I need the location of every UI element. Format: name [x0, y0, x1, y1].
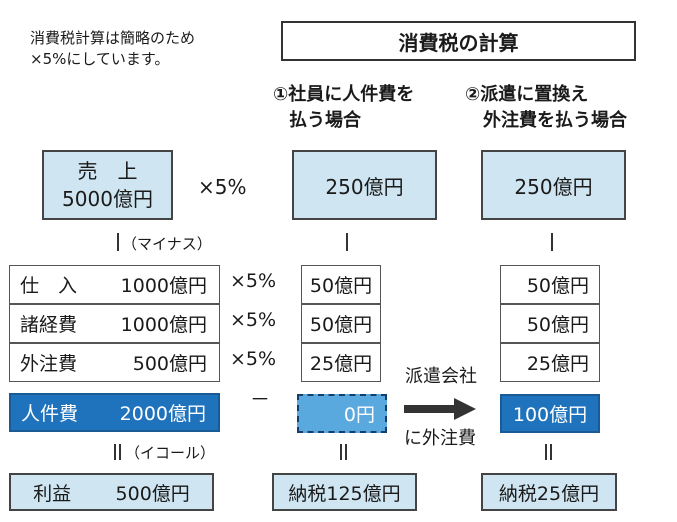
purchase-multiplier: ×5%: [230, 270, 277, 292]
case1-row-2: 50億円: [301, 304, 381, 343]
purchase-value: 1000億円: [120, 275, 207, 297]
profit-box: 利益 500億円: [9, 473, 214, 511]
outsourcing-value: 500億円: [132, 353, 207, 375]
note-line-2: ×5%にしています。: [30, 50, 170, 68]
case1-personnel-box: 0円: [297, 394, 387, 433]
equal-label: （イコール）: [125, 444, 216, 462]
expenses-value: 1000億円: [120, 314, 207, 336]
case1-personnel-value: 0円: [343, 404, 375, 426]
case2-row-2-value: 50億円: [526, 314, 589, 336]
case2-personnel-value: 100億円: [512, 404, 588, 426]
case1-row-1-value: 50億円: [309, 275, 373, 297]
case2-row-3-value: 25億円: [526, 353, 589, 375]
expenses-label: 諸経費: [20, 314, 78, 336]
expenses-multiplier: ×5%: [230, 309, 277, 331]
case2-row-1-value: 50億円: [526, 275, 589, 297]
expenses-row: 諸経費 1000億円: [9, 304, 220, 343]
case2-equal-connector: [545, 444, 552, 460]
case2-personnel-box: 100億円: [500, 394, 600, 433]
case2-tax-box: 250億円: [481, 150, 626, 220]
purchase-row: 仕 入 1000億円: [9, 265, 220, 304]
sales-box: 売 上 5000億円: [42, 150, 173, 220]
sales-label: 売 上: [77, 159, 138, 183]
case2-result-box: 納税25億円: [481, 473, 617, 511]
personnel-value: 2000億円: [119, 403, 206, 425]
outsourcing-row: 外注費 500億円: [9, 343, 220, 382]
case2-header-line-1: ②派遣に置換え: [465, 84, 589, 105]
case1-connector-line: [346, 233, 348, 251]
minus-label: （マイナス）: [122, 235, 212, 253]
case1-header: ①社員に人件費を 払う場合: [273, 82, 414, 134]
case2-connector-line: [551, 233, 553, 251]
case2-row-2: 50億円: [500, 304, 600, 343]
right-arrow-icon: [404, 398, 476, 420]
case1-tax-value: 250億円: [325, 174, 404, 199]
case1-header-line-2: 払う場合: [289, 110, 361, 131]
profit-value: 500億円: [115, 482, 190, 505]
minus-connector-line: [117, 233, 119, 251]
case1-row-3: 25億円: [301, 343, 381, 382]
case1-row-1: 50億円: [301, 265, 381, 304]
case2-row-3: 25億円: [500, 343, 600, 382]
case2-tax-value: 250億円: [514, 174, 593, 199]
case1-result-value: 納税125億円: [288, 482, 401, 505]
diagram-title: 消費税の計算: [281, 21, 636, 61]
arrow-label-line-2: に外注費: [404, 428, 476, 449]
minus-sign: －: [250, 387, 270, 411]
profit-label: 利益: [33, 482, 72, 505]
case2-row-1: 50億円: [500, 265, 600, 304]
personnel-label: 人件費: [21, 403, 79, 425]
case1-header-line-1: ①社員に人件費を: [273, 84, 415, 105]
sales-multiplier: ×5%: [198, 175, 247, 199]
case1-result-box: 納税125億円: [272, 473, 417, 511]
outsourcing-multiplier: ×5%: [230, 348, 277, 370]
sales-value: 5000億円: [62, 187, 153, 211]
note: 消費税計算は簡略のため ×5%にしています。: [30, 28, 270, 70]
outsourcing-label: 外注費: [20, 353, 78, 375]
case1-equal-connector: [340, 444, 347, 460]
note-line-1: 消費税計算は簡略のため: [30, 29, 196, 47]
case1-row-3-value: 25億円: [309, 353, 373, 375]
case2-header: ②派遣に置換え 外注費を払う場合: [465, 82, 627, 134]
equal-connector: [114, 444, 121, 460]
case2-result-value: 納税25億円: [498, 482, 600, 505]
purchase-label: 仕 入: [20, 275, 78, 297]
personnel-row: 人件費 2000億円: [9, 393, 220, 432]
case2-header-line-2: 外注費を払う場合: [483, 110, 627, 131]
arrow-label-line-1: 派遣会社: [405, 366, 477, 387]
case1-tax-box: 250億円: [292, 150, 437, 220]
case1-row-2-value: 50億円: [309, 314, 373, 336]
